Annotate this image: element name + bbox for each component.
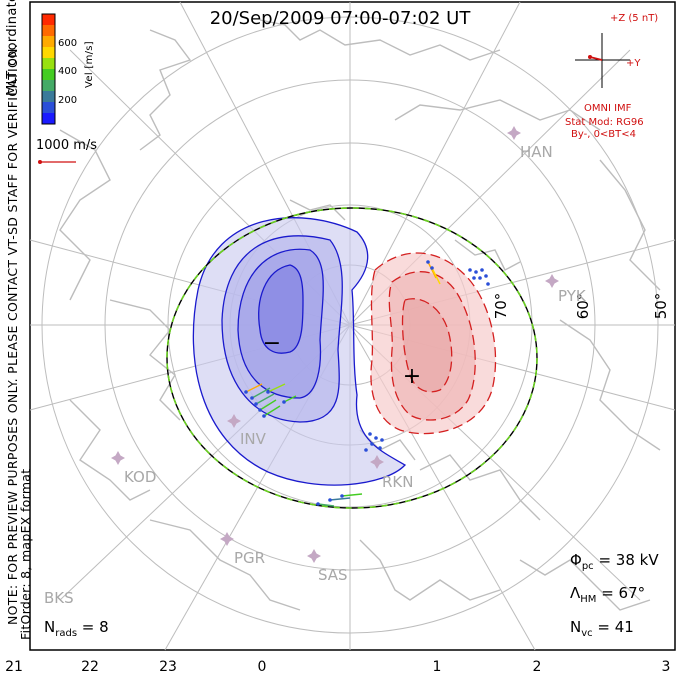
velocity-colorbar [41, 13, 56, 125]
lat-label-50: 50° [652, 293, 670, 320]
colorbar-tick-400: 400 [58, 66, 78, 77]
plot-frame [29, 1, 676, 651]
mlt-tick-labels: 21 22 23 0 1 2 3 [5, 659, 670, 674]
station-label-bks: BKS [44, 589, 74, 607]
colorbar-swatch [42, 80, 55, 92]
mlt-tick-3: 3 [662, 659, 671, 674]
stat-nvc: Nvc = 41 [570, 618, 634, 639]
vector-scale-arrow [38, 160, 76, 164]
station-label-pyk: PYK [558, 287, 586, 305]
potential-min-marker: − [263, 331, 281, 356]
station-label-inv: INV [240, 430, 266, 448]
station-marker-rkn [370, 455, 384, 469]
velocity-points [244, 260, 490, 506]
coastline [59, 19, 661, 611]
imf-source: OMNI IMF [584, 103, 632, 114]
station-marker-pyk [545, 274, 559, 288]
lat-label-60: 60° [574, 293, 592, 320]
colorbar-swatch [42, 14, 55, 26]
station-marker-inv [227, 414, 241, 428]
imf-model: Stat Mod: RG96 [565, 117, 644, 128]
colorbar-frame [41, 13, 56, 125]
station-marker-pgr [220, 532, 234, 546]
station-label-sas: SAS [318, 566, 348, 584]
colorbar-swatch [42, 36, 55, 48]
colorbar-tick-200: 200 [58, 95, 78, 106]
colorbar-swatch [42, 25, 55, 37]
station-marker-han [507, 126, 521, 140]
mlt-tick-1: 1 [433, 659, 442, 674]
stat-phi-pc: Φpc = 38 kV [570, 551, 659, 572]
colorbar-swatch [42, 69, 55, 81]
velocity-vectors [245, 261, 441, 507]
station-label-kod: KOD [124, 468, 157, 486]
stat-nrads: Nrads = 8 [44, 618, 109, 639]
mlt-tick-2: 2 [533, 659, 542, 674]
negative-potential-cell [192, 217, 407, 486]
stat-lambda-hm: ΛHM = 67° [570, 584, 646, 605]
station-label-pgr: PGR [234, 549, 266, 567]
station-markers [111, 126, 559, 563]
imf-y-label: +Y [626, 58, 641, 69]
colorbar-swatch [42, 113, 55, 125]
fitorder-note: FitOrder: 8, mapEX format [18, 468, 33, 640]
station-label-rkn: RKN [382, 473, 414, 491]
colorbar-tick-600: 600 [58, 38, 78, 49]
map-title: 20/Sep/2009 07:00-07:02 UT [209, 8, 471, 29]
colorbar-swatch [42, 91, 55, 103]
vector-scale-label: 1000 m/s [36, 138, 98, 153]
lat-label-70: 70° [492, 293, 510, 320]
station-label-han: HAN [520, 143, 553, 161]
colorbar-label: Vel [m/s] [84, 41, 95, 88]
colorbar-swatch [42, 102, 55, 114]
colorbar-swatch [42, 58, 55, 70]
hm-boundary [166, 207, 538, 509]
colorbar-swatch [42, 47, 55, 59]
station-marker-sas [307, 549, 321, 563]
imf-condition: By-, 0<BT<4 [571, 129, 637, 140]
imf-z-label: +Z (5 nT) [610, 13, 659, 24]
station-marker-kod [111, 451, 125, 465]
mlt-tick-23: 23 [159, 659, 177, 674]
mlt-tick-21: 21 [5, 659, 23, 674]
positive-potential-cell [370, 252, 497, 435]
mlt-tick-0: 0 [258, 659, 267, 674]
imf-dial [575, 33, 630, 88]
potential-max-marker: + [403, 364, 421, 389]
mlt-tick-22: 22 [81, 659, 99, 674]
